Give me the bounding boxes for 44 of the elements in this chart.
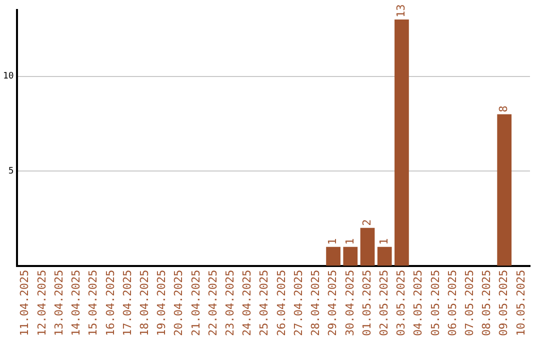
data-label: 8 <box>497 106 510 112</box>
x-tick-label: 22.04.2025 <box>206 270 220 336</box>
x-tick-label: 17.04.2025 <box>120 270 134 336</box>
x-tick-label: 28.04.2025 <box>309 270 322 336</box>
data-label: 2 <box>360 219 374 226</box>
bar <box>377 246 392 266</box>
x-tick-label: 20.04.2025 <box>172 270 186 336</box>
x-tick-label: 05.05.2025 <box>428 270 442 336</box>
x-tick-label: 23.04.2025 <box>224 270 237 336</box>
x-tick-label: 11.04.2025 <box>18 270 32 336</box>
x-tick-label: 02.05.2025 <box>377 270 390 336</box>
x-tick-label: 16.04.2025 <box>104 270 117 336</box>
x-tick-label: 27.04.2025 <box>292 270 305 336</box>
bar <box>497 114 512 266</box>
x-tick-label: 24.04.2025 <box>240 270 254 336</box>
x-tick-label: 25.04.2025 <box>258 270 271 336</box>
x-tick-label: 13.04.2025 <box>52 270 66 336</box>
x-tick-label: 06.05.2025 <box>446 270 459 336</box>
y-tick-label: 5 <box>8 166 14 176</box>
y-tick-label: 10 <box>2 72 14 82</box>
x-tick-label: 29.04.2025 <box>326 270 340 336</box>
x-tick-label: 30.04.2025 <box>343 270 356 336</box>
x-tick-label: 08.05.2025 <box>480 270 494 336</box>
x-tick-label: 18.04.2025 <box>138 270 151 336</box>
x-tick-label: 01.05.2025 <box>360 270 374 336</box>
x-tick-label: 04.05.2025 <box>412 270 425 336</box>
x-tick-label: 07.05.2025 <box>462 270 476 336</box>
x-tick-label: 03.05.2025 <box>394 270 408 336</box>
bar <box>394 19 409 266</box>
x-tick-label: 10.05.2025 <box>514 270 528 336</box>
x-tick-label: 21.04.2025 <box>189 270 202 336</box>
data-label: 1 <box>343 238 356 245</box>
bar <box>326 246 340 266</box>
data-label: 1 <box>326 238 340 245</box>
data-label: 1 <box>377 238 390 245</box>
data-label: 13 <box>394 4 408 18</box>
x-tick-label: 09.05.2025 <box>497 270 510 336</box>
x-tick-label: 26.04.2025 <box>274 270 288 336</box>
x-tick-label: 12.04.2025 <box>35 270 48 336</box>
bar <box>343 246 358 266</box>
x-tick-label: 19.04.2025 <box>155 270 168 336</box>
x-tick-label: 14.04.2025 <box>70 270 83 336</box>
bar <box>360 228 375 266</box>
x-tick-label: 15.04.2025 <box>86 270 100 336</box>
